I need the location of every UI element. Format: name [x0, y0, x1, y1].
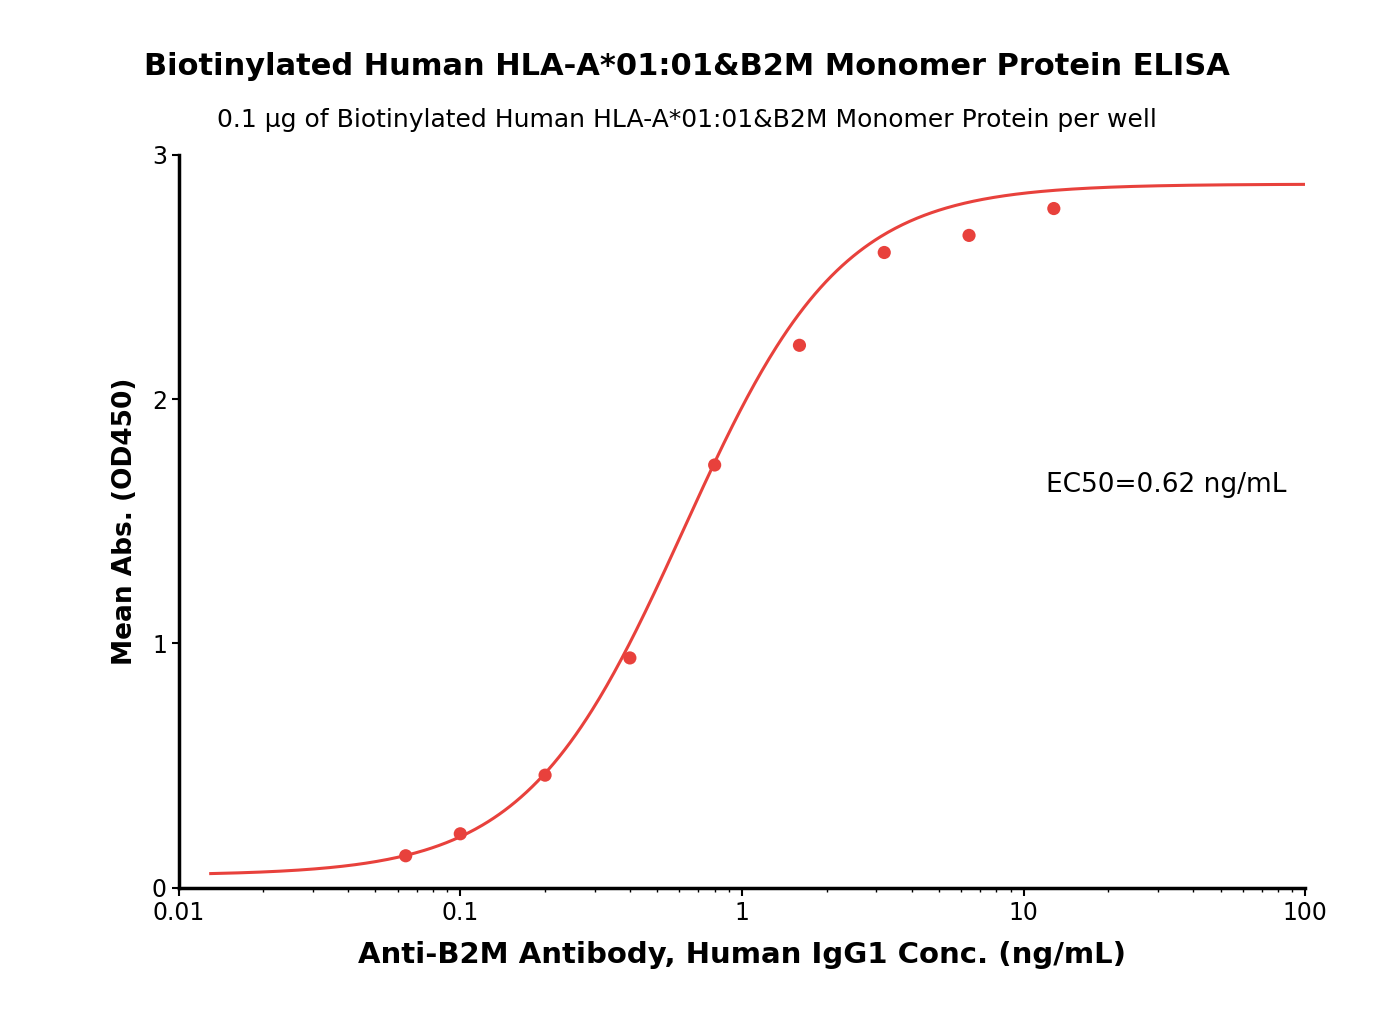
Point: [618, 650, 640, 667]
Point: [449, 826, 471, 842]
Point: [958, 227, 980, 244]
Text: 0.1 μg of Biotinylated Human HLA-A*01:01&B2M Monomer Protein per well: 0.1 μg of Biotinylated Human HLA-A*01:01…: [217, 108, 1157, 132]
Point: [1043, 200, 1065, 217]
Text: Biotinylated Human HLA-A*01:01&B2M Monomer Protein ELISA: Biotinylated Human HLA-A*01:01&B2M Monom…: [144, 52, 1230, 80]
Point: [874, 245, 896, 261]
Point: [703, 457, 725, 474]
Point: [534, 767, 556, 783]
Text: EC50=0.62 ng/mL: EC50=0.62 ng/mL: [1046, 472, 1286, 497]
X-axis label: Anti-B2M Antibody, Human IgG1 Conc. (ng/mL): Anti-B2M Antibody, Human IgG1 Conc. (ng/…: [359, 941, 1125, 969]
Y-axis label: Mean Abs. (OD450): Mean Abs. (OD450): [111, 378, 137, 665]
Point: [394, 847, 416, 864]
Point: [789, 337, 811, 354]
